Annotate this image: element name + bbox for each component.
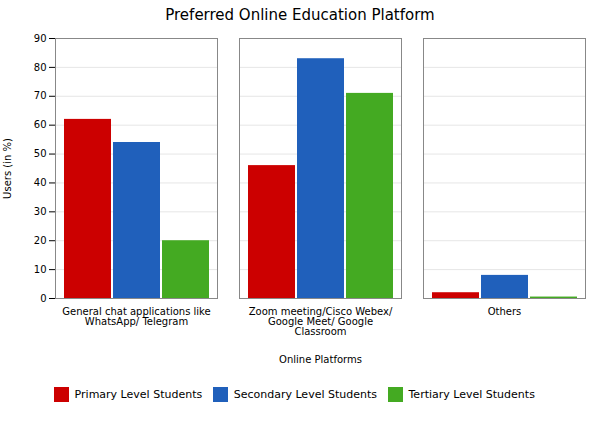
html-text:Tertiary Level Students: Tertiary Level Students (408, 388, 535, 401)
svg-text:90: 90 (34, 33, 47, 44)
svg-text:80: 80 (34, 62, 47, 73)
svg-text:Users (in %): Users (in %) (2, 138, 13, 199)
svg-text:Zoom meeting/Cisco Webex/Googl: Zoom meeting/Cisco Webex/Google Meet/ Go… (249, 306, 393, 337)
svg-text:10: 10 (34, 264, 47, 275)
svg-text:60: 60 (34, 119, 47, 130)
html-text:Primary Level Students: Primary Level Students (74, 388, 203, 401)
svg-text:50: 50 (34, 148, 47, 159)
svg-text:Online Platforms: Online Platforms (279, 354, 362, 365)
html-text:Preferred Online Education Pla: Preferred Online Education Platform (165, 6, 435, 24)
svg-text:30: 30 (34, 206, 47, 217)
svg-text:70: 70 (34, 90, 47, 101)
svg-text:40: 40 (34, 177, 47, 188)
html-text:Secondary Level Students: Secondary Level Students (233, 388, 377, 401)
svg-text:20: 20 (34, 235, 47, 246)
svg-text:0: 0 (40, 293, 46, 304)
svg-text:General chat applications like: General chat applications likeWhatsApp/ … (62, 306, 210, 327)
svg-text:Others: Others (488, 306, 522, 317)
